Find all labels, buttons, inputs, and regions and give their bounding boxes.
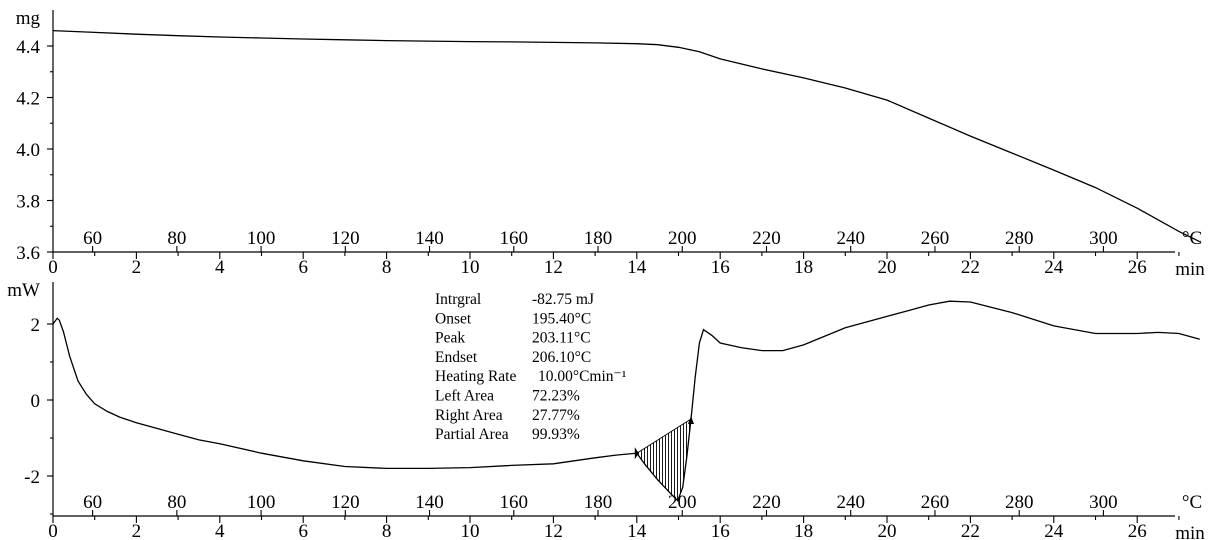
x-tick-label: 24 (1044, 521, 1064, 540)
tga-panel: mg3.63.84.04.24.40 2 4 6 8 10 12 14 16 18 20 22 24 26… (16, 8, 1206, 280)
heat-flow-curve (52, 300, 1200, 502)
temperature-label: 60 (83, 492, 102, 513)
y-tick-label: 3.8 (16, 192, 40, 213)
temperature-label: 120 (331, 228, 360, 249)
x-tick-label: 8 (382, 521, 392, 540)
annotation-value: 203.11°C (532, 330, 591, 347)
annotation-value: 27.77% (532, 407, 580, 424)
annotation-value: 195.40°C (532, 310, 591, 327)
annotation-label: Peak (435, 330, 465, 347)
temperature-label: 60 (83, 228, 102, 249)
temperature-label: 120 (331, 492, 360, 513)
y-tick-label: -2 (24, 467, 40, 488)
temperature-label: 200 (668, 228, 697, 249)
temperature-unit-label: °C (1182, 492, 1202, 513)
x-tick-label: 20 (878, 257, 897, 278)
temperature-label: 280 (1005, 492, 1034, 513)
x-tick-label: 0 (48, 257, 58, 278)
annotation-label: Onset (435, 310, 472, 327)
temperature-label: 260 (921, 492, 950, 513)
temperature-label: 300 (1089, 228, 1118, 249)
temperature-label: 80 (167, 492, 186, 513)
temperature-label: 220 (752, 228, 781, 249)
x-tick-label: 10 (461, 257, 480, 278)
x-tick-label: 12 (544, 257, 563, 278)
temperature-label: 280 (1005, 228, 1034, 249)
x-unit-label: min (1175, 259, 1205, 280)
annotation-value: 206.10°C (532, 349, 591, 366)
temperature-label: 140 (415, 228, 444, 249)
y-tick-label: 4.4 (16, 37, 40, 58)
x-tick-label: 26 (1128, 257, 1147, 278)
annotation-value: -82.75 mJ (532, 291, 594, 308)
x-tick-label: 0 (48, 521, 58, 540)
temperature-label: 180 (584, 228, 613, 249)
x-tick-label: 20 (878, 521, 897, 540)
integration-baseline (636, 418, 692, 454)
temperature-label: 260 (921, 228, 950, 249)
temperature-label: 80 (167, 228, 186, 249)
x-tick-label: 26 (1128, 521, 1147, 540)
y-tick-label: 0 (31, 391, 41, 412)
annotation-label: Right Area (435, 407, 503, 424)
temperature-label: 240 (836, 228, 865, 249)
x-tick-label: 8 (382, 257, 392, 278)
temperature-label: 100 (247, 492, 276, 513)
x-tick-label: 16 (711, 257, 730, 278)
x-tick-label: 10 (461, 521, 480, 540)
x-tick-label: 6 (298, 521, 308, 540)
y-tick-label: 4.0 (16, 140, 40, 161)
x-tick-label: 14 (627, 521, 647, 540)
temperature-label: 240 (836, 492, 865, 513)
annotation-value: 99.93% (532, 426, 580, 443)
y-tick-label: 4.2 (16, 89, 40, 110)
x-tick-label: 16 (711, 521, 730, 540)
annotation-value: 10.00°Cmin⁻¹ (538, 368, 627, 385)
temperature-label: 160 (500, 228, 529, 249)
annotation-label: Intrgral (435, 291, 481, 308)
annotation-value: 72.23% (532, 388, 580, 405)
temperature-label: 160 (500, 492, 529, 513)
annotation-label: Heating Rate (435, 368, 516, 385)
x-tick-label: 22 (961, 521, 980, 540)
temperature-label: 220 (752, 492, 781, 513)
annotation-label: Endset (435, 349, 478, 366)
x-unit-label: min (1175, 523, 1205, 540)
x-tick-label: 18 (794, 257, 813, 278)
temperature-label: 300 (1089, 492, 1118, 513)
mass-curve (52, 29, 1201, 243)
y-unit-label: mg (16, 8, 41, 29)
x-tick-label: 14 (627, 257, 647, 278)
x-tick-label: 24 (1044, 257, 1064, 278)
x-tick-label: 12 (544, 521, 563, 540)
x-tick-label: 4 (215, 257, 225, 278)
x-tick-label: 4 (215, 521, 225, 540)
annotation-label: Left Area (435, 388, 494, 405)
temperature-label: 180 (584, 492, 613, 513)
x-tick-label: 2 (132, 521, 142, 540)
y-unit-label: mW (7, 280, 40, 301)
annotation-label: Partial Area (435, 426, 509, 443)
x-tick-label: 2 (132, 257, 142, 278)
temperature-label: 140 (415, 492, 444, 513)
x-tick-label: 18 (794, 521, 813, 540)
y-tick-label: 2 (31, 315, 41, 336)
x-tick-label: 22 (961, 257, 980, 278)
y-tick-label: 3.6 (16, 243, 40, 264)
x-tick-label: 6 (298, 257, 308, 278)
temperature-label: 100 (247, 228, 276, 249)
